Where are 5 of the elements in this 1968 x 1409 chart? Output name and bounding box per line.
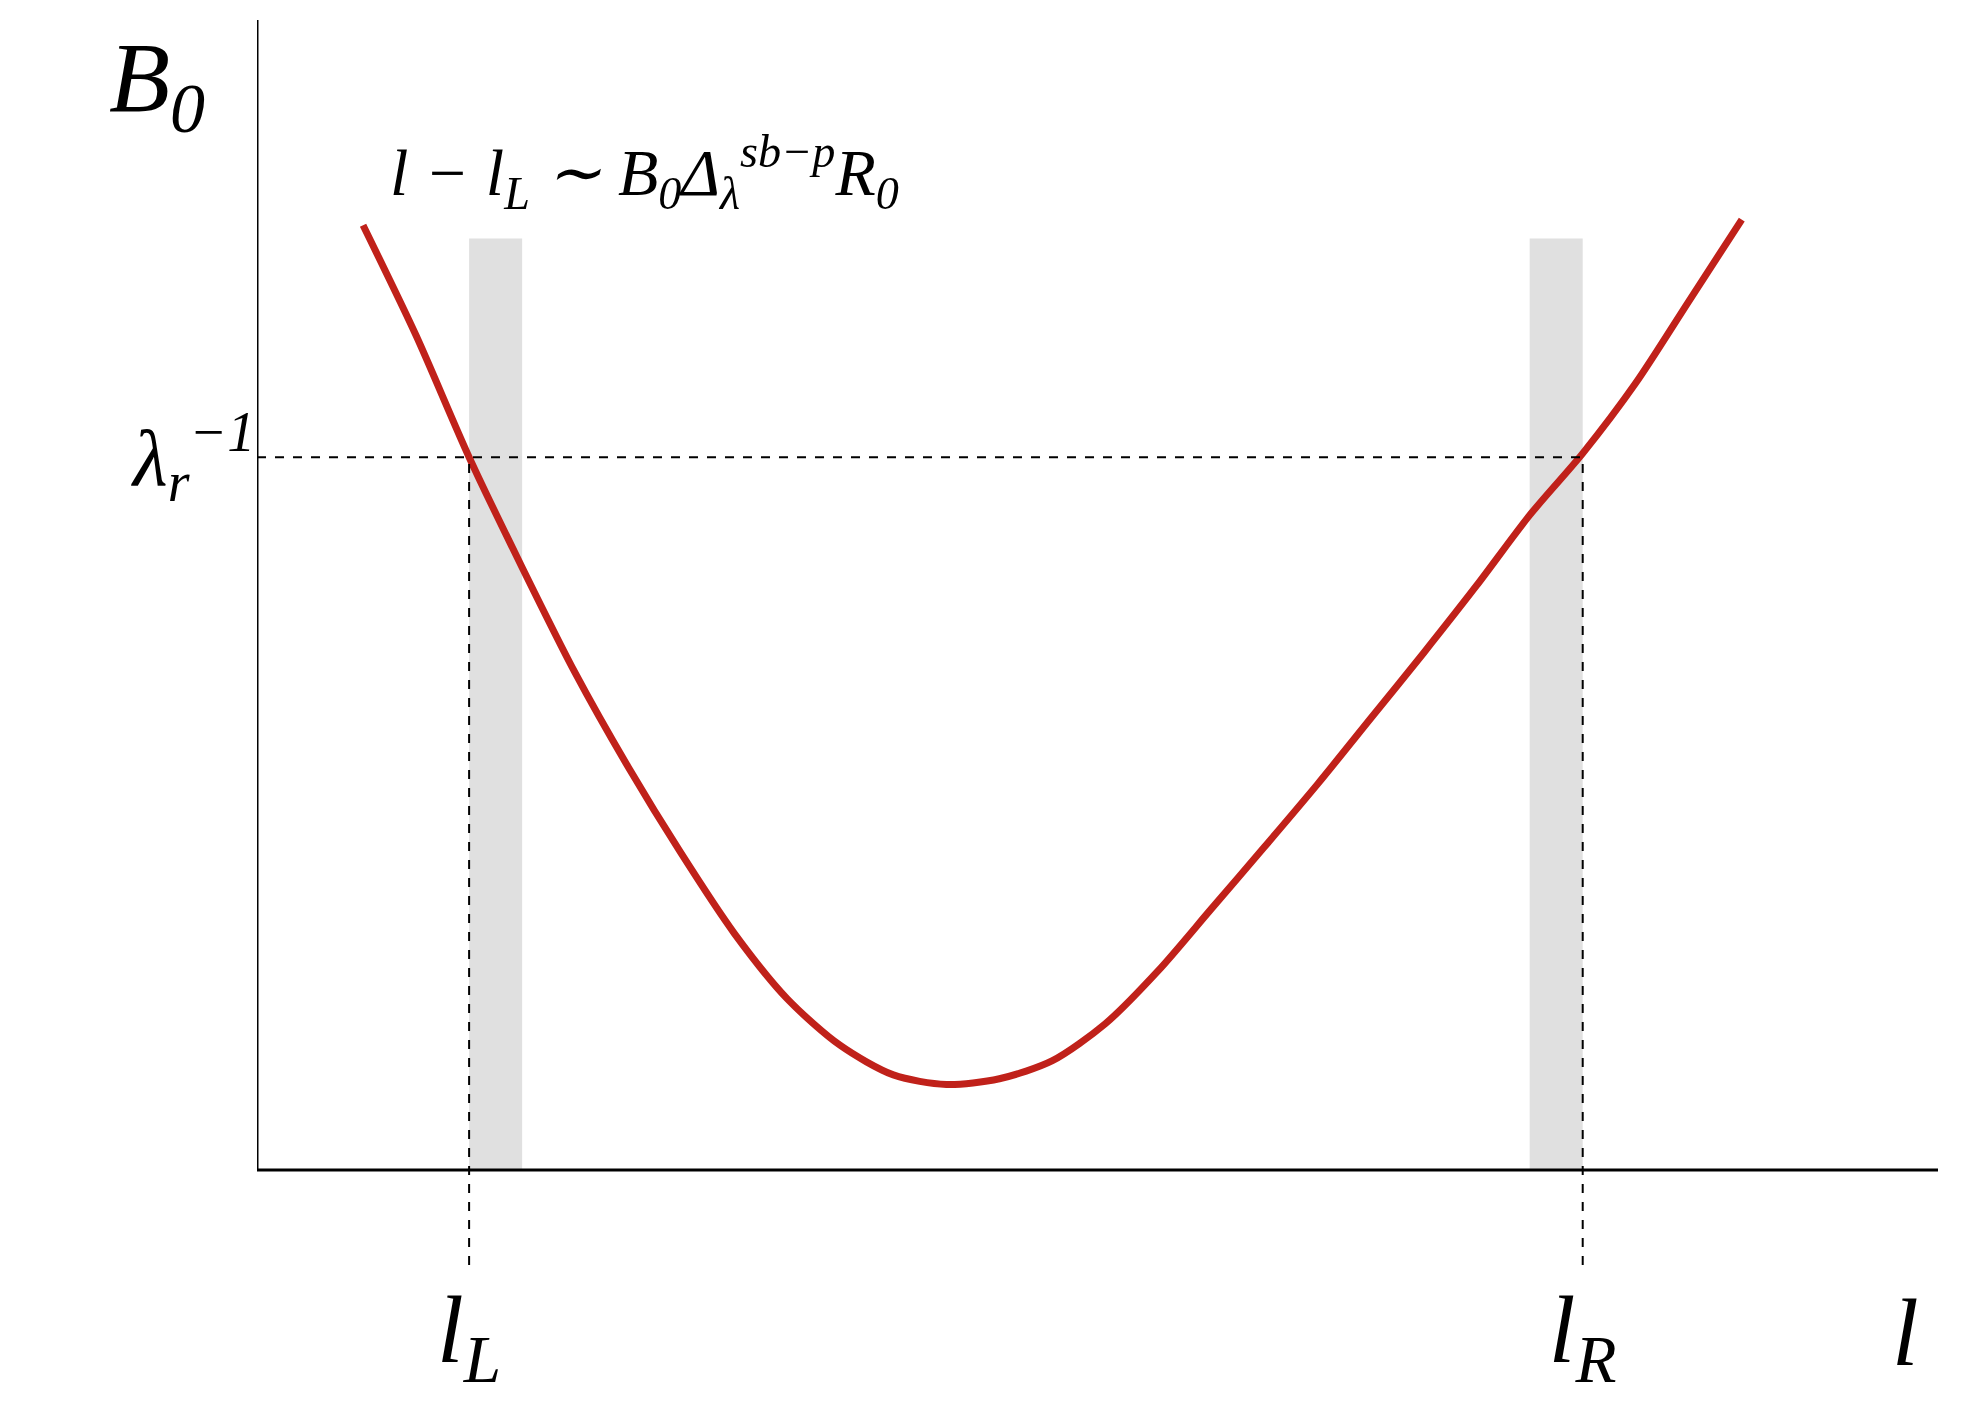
x-tick-label: l$_{R}$: [1548, 1276, 1617, 1398]
x-axis-title: l: [1892, 1279, 1919, 1386]
text: l − l$_{L}$ ∼ B$_{0}$Δ$_{λ}$$^{sb−p}$R$_{0}$: [390, 126, 899, 219]
y-axis-title: B$_{0}$: [109, 22, 206, 147]
x-tick-label: l$_{L}$: [437, 1276, 502, 1398]
